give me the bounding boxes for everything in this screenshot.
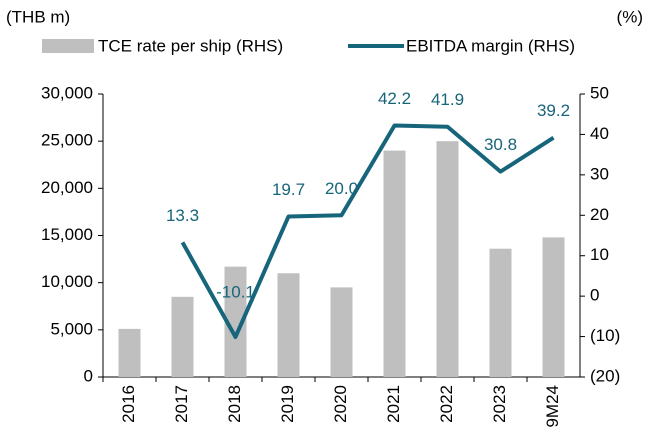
bar — [224, 266, 247, 377]
y-tick-label: 15,000 — [41, 225, 93, 244]
y2-tick-label: 50 — [590, 83, 609, 102]
x-tick-label: 9M24 — [543, 385, 562, 428]
bar — [277, 273, 300, 377]
y-tick-label: 25,000 — [41, 131, 93, 150]
y2-tick-label: (20) — [590, 366, 620, 385]
x-tick-label: 2016 — [119, 385, 138, 423]
bar — [436, 141, 459, 377]
data-label: 39.2 — [537, 101, 570, 120]
bar — [171, 296, 194, 377]
y2-tick-label: 20 — [590, 205, 609, 224]
line — [180, 123, 555, 339]
y2-tick-label: 30 — [590, 164, 609, 183]
y-tick-label: 10,000 — [41, 272, 93, 291]
bar — [542, 237, 565, 377]
legend-label: TCE rate per ship (RHS) — [98, 36, 283, 55]
y-tick-label: 20,000 — [41, 178, 93, 197]
data-label: -10.1 — [216, 282, 255, 301]
data-label: 42.2 — [378, 89, 411, 108]
data-label: 30.8 — [484, 135, 517, 154]
x-tick-label: 2023 — [490, 385, 509, 423]
y-axis-label: (THB m) — [6, 7, 70, 26]
bar — [383, 150, 406, 377]
data-label: 20.0 — [325, 179, 358, 198]
bar — [118, 328, 141, 377]
y2-axis-label: (%) — [617, 7, 643, 26]
x-tick-label: 2022 — [437, 385, 456, 423]
y2-tick-label: 0 — [590, 286, 599, 305]
y2-tick-label: 40 — [590, 124, 609, 143]
x-tick-label: 2018 — [225, 385, 244, 423]
x-tick-label: 2019 — [278, 385, 297, 423]
x-tick-label: 2021 — [384, 385, 403, 423]
x-tick-label: 2017 — [172, 385, 191, 423]
y2-tick-label: (10) — [590, 326, 620, 345]
y2-tick-label: 10 — [590, 245, 609, 264]
x-tick-label: 2020 — [331, 385, 350, 423]
legend-swatch — [42, 39, 94, 53]
y-tick-label: 0 — [84, 366, 93, 385]
bar — [330, 287, 353, 377]
bar — [489, 248, 512, 377]
data-label: 19.7 — [272, 180, 305, 199]
data-label: 13.3 — [166, 206, 199, 225]
data-label: 41.9 — [431, 90, 464, 109]
y-tick-label: 5,000 — [50, 319, 93, 338]
y-tick-label: 30,000 — [41, 83, 93, 102]
legend-label: EBITDA margin (RHS) — [406, 36, 575, 55]
